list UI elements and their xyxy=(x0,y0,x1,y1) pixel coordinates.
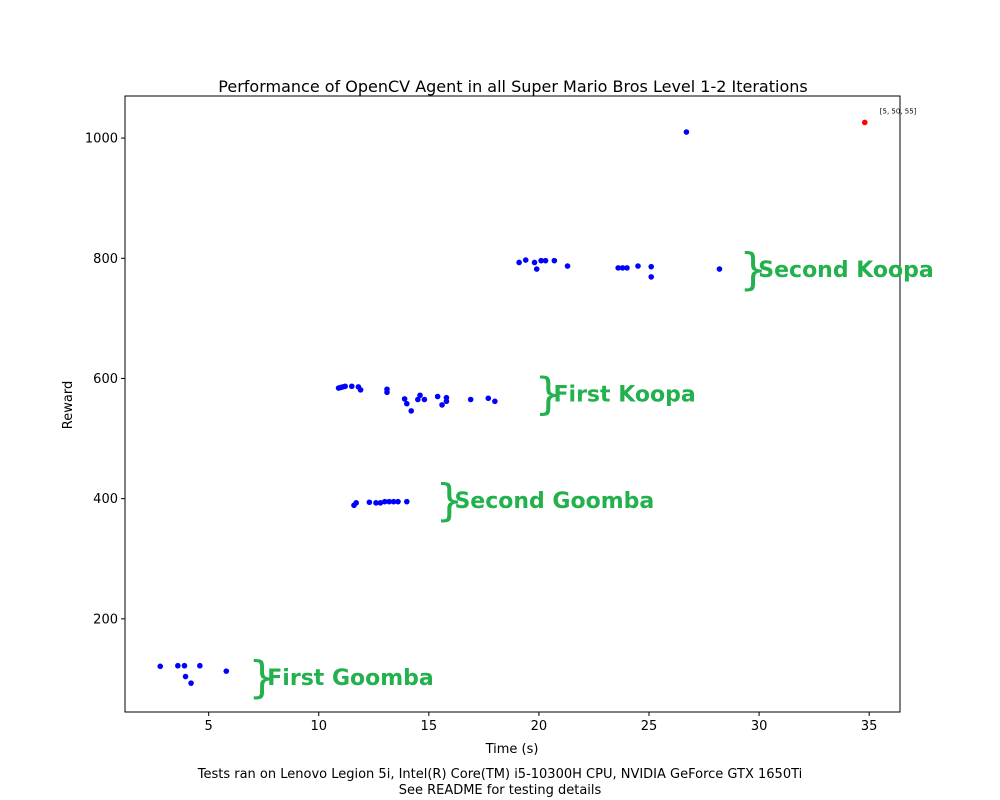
data-point xyxy=(615,265,621,271)
data-point xyxy=(157,663,164,670)
caption-line-1: Tests ran on Lenovo Legion 5i, Intel(R) … xyxy=(197,767,803,782)
data-point xyxy=(366,499,373,506)
data-point xyxy=(533,266,540,272)
data-point xyxy=(348,383,355,390)
data-point xyxy=(188,680,194,686)
group-label: Second Koopa xyxy=(758,258,933,283)
group-label: First Koopa xyxy=(554,382,696,407)
data-point xyxy=(415,396,421,403)
brace-icon: } xyxy=(435,475,463,526)
data-point xyxy=(635,263,641,269)
data-point xyxy=(421,396,428,403)
data-point xyxy=(404,498,410,505)
data-point xyxy=(564,263,571,269)
data-point xyxy=(624,265,630,271)
data-point xyxy=(404,400,410,407)
data-point xyxy=(531,259,538,266)
data-point xyxy=(197,662,203,669)
data-point xyxy=(683,129,690,135)
data-point xyxy=(861,119,868,126)
data-point xyxy=(648,263,655,270)
data-point xyxy=(443,398,450,405)
x-tick-label: 5 xyxy=(205,719,213,734)
data-point xyxy=(395,498,401,505)
x-tick-label: 20 xyxy=(531,719,548,734)
data-point xyxy=(522,257,529,263)
data-point xyxy=(648,274,655,280)
data-point xyxy=(386,498,393,505)
data-point xyxy=(542,257,549,264)
data-point xyxy=(377,500,384,506)
data-point xyxy=(516,259,522,266)
group-label: First Goomba xyxy=(267,666,434,691)
brace-icon: } xyxy=(248,652,276,703)
data-point xyxy=(401,396,408,402)
chart-title: Performance of OpenCV Agent in all Super… xyxy=(218,77,807,96)
x-tick-label: 15 xyxy=(421,719,438,734)
x-tick-label: 35 xyxy=(861,719,878,734)
data-point xyxy=(538,257,544,264)
x-tick-label: 30 xyxy=(751,719,768,734)
data-point xyxy=(716,266,723,272)
y-axis-label: Reward xyxy=(61,381,76,429)
data-point xyxy=(467,396,474,403)
y-tick-label: 800 xyxy=(93,252,118,267)
data-point xyxy=(417,392,423,399)
point-annotation: [5, 50, 55] xyxy=(880,107,917,115)
group-label: Second Goomba xyxy=(454,489,654,514)
x-tick-label: 25 xyxy=(641,719,658,734)
data-point xyxy=(382,498,388,505)
data-point xyxy=(384,389,390,396)
plot-area: 5 10 15 20 25 30 35 200 400 600 800 1000 [5, 50, 55]… xyxy=(85,95,934,734)
data-point xyxy=(353,500,359,506)
data-point xyxy=(619,265,626,271)
data-point xyxy=(434,393,441,400)
data-point xyxy=(492,398,498,405)
x-axis-label: Time (s) xyxy=(485,742,539,757)
data-point xyxy=(373,500,379,506)
brace-icon: } xyxy=(739,244,767,295)
data-point xyxy=(439,402,445,408)
y-tick-label: 200 xyxy=(93,612,118,627)
y-tick-label: 600 xyxy=(93,372,118,387)
data-point xyxy=(342,383,348,390)
data-point xyxy=(182,673,189,680)
y-tick-label: 400 xyxy=(93,492,118,507)
data-point xyxy=(223,668,230,674)
caption-line-2: See README for testing details xyxy=(399,783,602,798)
data-point xyxy=(181,662,188,669)
brace-icon: } xyxy=(535,368,563,419)
y-tick-label: 1000 xyxy=(85,132,118,147)
data-point xyxy=(390,498,397,505)
data-point xyxy=(485,395,492,402)
plot-frame xyxy=(124,95,901,713)
data-point xyxy=(551,257,558,264)
data-point xyxy=(357,387,364,393)
data-point xyxy=(408,408,415,414)
data-point xyxy=(175,662,181,669)
x-tick-label: 10 xyxy=(310,719,327,734)
